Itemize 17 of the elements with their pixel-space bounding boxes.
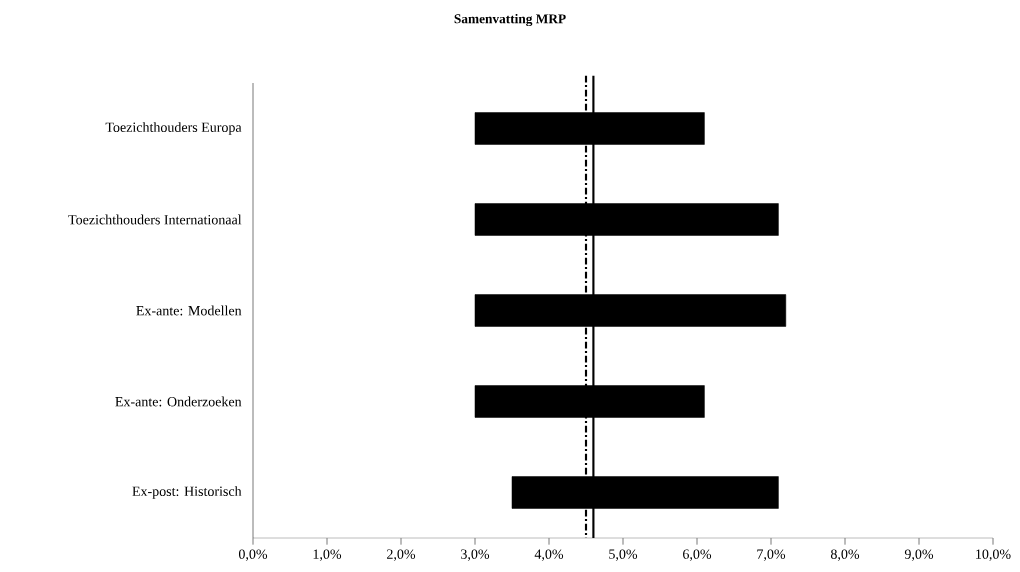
x-tick-label: 2,0% — [387, 549, 416, 561]
y-tick-label: Ex-post: Historisch — [132, 486, 242, 499]
y-tick-label: Ex-ante: Onderzoeken — [115, 396, 242, 407]
x-tick-label: 9,0% — [904, 549, 934, 561]
x-tick-label: 4,0% — [534, 549, 564, 561]
x-tick-label: 1,0% — [313, 549, 342, 561]
y-tick-label: Ex-ante: Modellen — [136, 305, 242, 316]
x-tick-label: 3,0% — [461, 549, 490, 561]
x-tick-label: 10,0% — [976, 549, 1011, 561]
x-tick-label: 6,0% — [683, 549, 712, 561]
y-tick-label: Toezichthouders Internationaal — [68, 214, 242, 225]
y-tick-label: Toezichthouders Europa — [105, 122, 242, 135]
x-tick-label: 0,0% — [238, 549, 268, 561]
x-tick-label: 8,0% — [830, 549, 860, 561]
chart-title: Samenvatting MRP — [454, 13, 566, 27]
x-tick-label: 5,0% — [609, 549, 638, 561]
x-tick-label: 7,0% — [757, 549, 786, 561]
